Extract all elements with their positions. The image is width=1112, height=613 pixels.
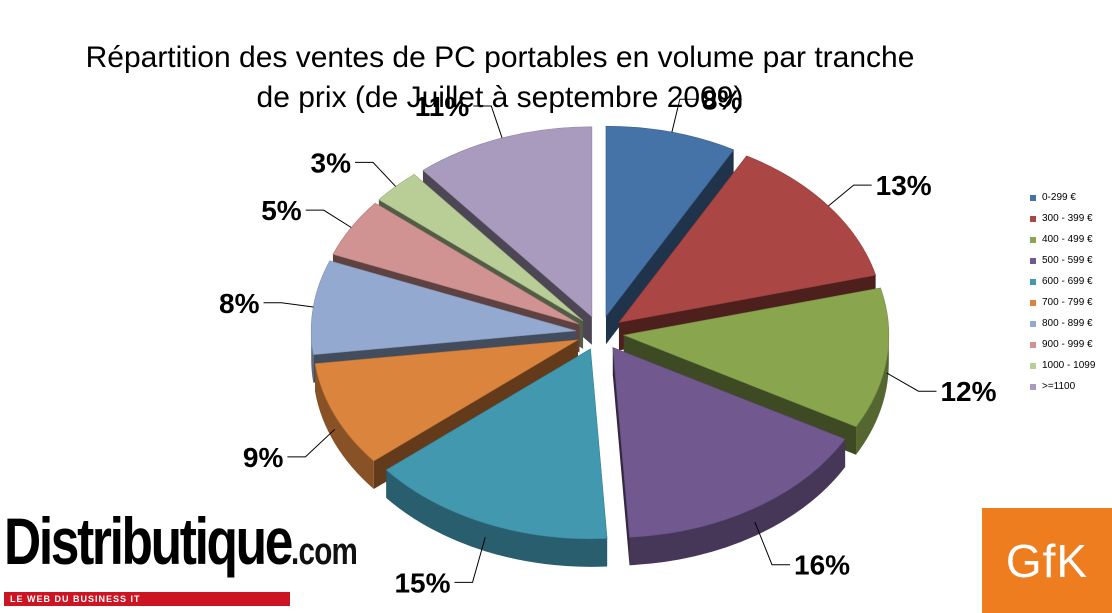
leader-line-7 xyxy=(263,302,314,308)
legend-label: 900 - 999 € xyxy=(1042,339,1093,350)
pie-slice-4 xyxy=(612,347,846,566)
data-label-6: 9% xyxy=(243,442,284,473)
leader-line-3 xyxy=(886,372,937,392)
legend-item-5: 600 - 699 € xyxy=(1030,271,1112,292)
leader-line-6 xyxy=(287,428,336,458)
leader-line-8 xyxy=(305,209,352,228)
legend-label: 300 - 399 € xyxy=(1042,213,1093,224)
leader-line-1 xyxy=(671,98,698,133)
legend-label: 0-299 € xyxy=(1042,192,1076,203)
data-label-7: 8% xyxy=(219,288,260,319)
legend-swatch xyxy=(1030,383,1036,390)
leader-line-9 xyxy=(355,161,397,187)
distributique-logo: Distributique.com LE WEB DU BUSINESS IT xyxy=(4,504,358,606)
legend-swatch xyxy=(1030,299,1036,306)
pie-slice-1 xyxy=(605,125,735,345)
legend-item-9: 1000 - 1099 xyxy=(1030,355,1112,376)
legend-swatch xyxy=(1030,320,1036,327)
legend-item-6: 700 - 799 € xyxy=(1030,292,1112,313)
legend-label: 700 - 799 € xyxy=(1042,297,1093,308)
legend-item-4: 500 - 599 € xyxy=(1030,250,1112,271)
chart-title-line-1: Répartition des ventes de PC portables e… xyxy=(85,41,915,74)
legend-swatch xyxy=(1030,194,1036,201)
legend-swatch xyxy=(1030,215,1036,222)
leader-line-2 xyxy=(828,184,872,207)
legend-item-7: 800 - 899 € xyxy=(1030,313,1112,334)
legend-swatch xyxy=(1030,236,1036,243)
chart-title: Répartition des ventes de PC portables e… xyxy=(0,38,1000,118)
legend-swatch xyxy=(1030,278,1036,285)
data-label-4: 16% xyxy=(794,550,850,581)
data-label-5: 15% xyxy=(394,567,450,598)
pie-slice-5 xyxy=(385,348,608,567)
legend-item-10: >=1100 xyxy=(1030,376,1112,397)
leader-line-4 xyxy=(754,521,791,566)
data-label-3: 12% xyxy=(940,376,996,407)
leader-line-5 xyxy=(454,537,486,583)
data-label-1: 8% xyxy=(702,84,743,115)
leader-line-10 xyxy=(473,105,503,139)
legend-swatch xyxy=(1030,341,1036,348)
legend-label: 400 - 499 € xyxy=(1042,234,1093,245)
chart-title-line-2: de prix (de Juillet à septembre 2009) xyxy=(256,81,744,114)
legend-label: 800 - 899 € xyxy=(1042,318,1093,329)
legend-item-3: 400 - 499 € xyxy=(1030,229,1112,250)
data-label-2: 13% xyxy=(876,170,932,201)
legend-label: 500 - 599 € xyxy=(1042,255,1093,266)
data-label-8: 5% xyxy=(261,195,302,226)
data-label-9: 3% xyxy=(311,147,352,178)
chart-legend: 0-299 € 300 - 399 € 400 - 499 € 500 - 599 €… xyxy=(1030,187,1112,397)
legend-label: 600 - 699 € xyxy=(1042,276,1093,287)
legend-item-1: 0-299 € xyxy=(1030,187,1112,208)
legend-swatch xyxy=(1030,362,1036,369)
legend-label: 1000 - 1099 xyxy=(1042,360,1096,371)
gfk-logo: GfK xyxy=(982,508,1112,613)
legend-label: >=1100 xyxy=(1042,381,1076,392)
legend-swatch xyxy=(1030,257,1036,264)
data-label-10: 11% xyxy=(415,91,470,122)
legend-item-2: 300 - 399 € xyxy=(1030,208,1112,229)
legend-item-8: 900 - 999 € xyxy=(1030,334,1112,355)
